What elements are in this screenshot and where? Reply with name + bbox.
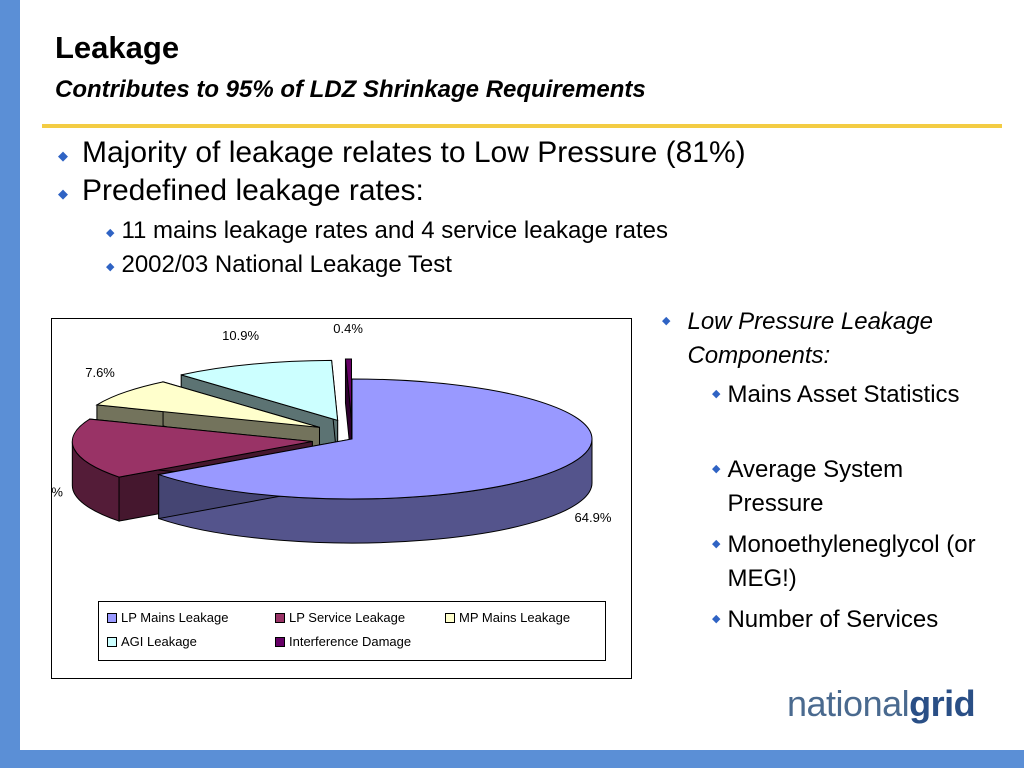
right-item-2-text: Average System Pressure <box>727 456 904 517</box>
sub-bullet-1: ◆ 11 mains leakage rates and 4 service l… <box>106 217 668 245</box>
logo-text-national: national <box>787 683 910 724</box>
legend-item: LP Service Leakage <box>275 610 405 625</box>
bullet-1-text: Majority of leakage relates to Low Press… <box>82 136 746 169</box>
pie-data-label: 7.6% <box>85 365 115 380</box>
sub-bullet-2: ◆ 2002/03 National Leakage Test <box>106 251 452 279</box>
title-divider <box>42 124 1002 128</box>
legend-label: LP Mains Leakage <box>121 610 229 625</box>
diamond-bullet-icon: ◆ <box>58 186 68 201</box>
logo-text-grid: grid <box>909 683 976 724</box>
pie-slice-top <box>181 359 339 422</box>
pie-data-label: 10.9% <box>222 328 259 343</box>
left-accent-bar <box>0 0 20 768</box>
pie-slice <box>344 358 352 464</box>
slide-subtitle: Contributes to 95% of LDZ Shrinkage Requ… <box>55 76 646 103</box>
pie-chart: 64.9% 16.2% 7.6% 10.9% 0.4% <box>52 321 612 544</box>
diamond-bullet-icon: ◆ <box>712 538 721 550</box>
legend-swatch <box>107 636 117 647</box>
right-item-1-text: Mains Asset Statistics <box>727 381 960 408</box>
chart-legend: LP Mains Leakage LP Service Leakage MP M… <box>98 601 606 661</box>
diamond-bullet-icon: ◆ <box>712 463 721 475</box>
right-heading-text: Low Pressure Leakage Components: <box>687 308 933 369</box>
bullet-2-text: Predefined leakage rates: <box>82 174 424 207</box>
right-heading: ◆ Low Pressure Leakage Components: <box>662 305 992 372</box>
bullet-1: ◆ Majority of leakage relates to Low Pre… <box>58 136 746 170</box>
pie-slice-top <box>95 381 320 428</box>
legend-swatch <box>445 612 455 623</box>
legend-item: Interference Damage <box>275 634 411 649</box>
legend-swatch <box>275 612 285 623</box>
pie-slice-top <box>344 358 352 420</box>
pie-chart-frame: 64.9% 16.2% 7.6% 10.9% 0.4% LP Mains Leakage… <box>51 318 632 679</box>
legend-item: MP Mains Leakage <box>445 610 570 625</box>
legend-label: MP Mains Leakage <box>459 610 571 625</box>
pie-data-label: 16.2% <box>52 484 63 499</box>
diamond-bullet-icon: ◆ <box>712 388 721 400</box>
pie-data-label: 0.4% <box>333 321 363 336</box>
legend-item: AGI Leakage <box>107 634 197 649</box>
legend-label: Interference Damage <box>289 634 412 649</box>
legend-label: AGI Leakage <box>121 634 197 649</box>
diamond-bullet-icon: ◆ <box>58 148 68 163</box>
bottom-accent-bar <box>0 750 1024 768</box>
right-item-3: ◆ Monoethyleneglycol (or MEG!) <box>712 528 1002 595</box>
right-item-3-text: Monoethyleneglycol (or MEG!) <box>727 531 976 592</box>
right-item-4-text: Number of Services <box>727 606 939 633</box>
pie-data-label: 64.9% <box>575 510 612 525</box>
sub-bullet-1-text: 11 mains leakage rates and 4 service lea… <box>121 217 669 244</box>
pie-slice <box>156 378 593 544</box>
pie-slice-top <box>156 378 593 500</box>
national-grid-logo: nationalgrid <box>787 683 976 725</box>
legend-label: LP Service Leakage <box>289 610 406 625</box>
diamond-bullet-icon: ◆ <box>662 315 671 327</box>
legend-item: LP Mains Leakage <box>107 610 228 625</box>
pie-slice-top <box>71 418 313 478</box>
legend-swatch <box>107 612 117 623</box>
legend-swatch <box>275 636 285 647</box>
right-item-2: ◆ Average System Pressure <box>712 453 1002 520</box>
slide-title: Leakage <box>55 30 180 65</box>
right-item-1: ◆ Mains Asset Statistics <box>712 378 1002 412</box>
right-item-4: ◆ Number of Services <box>712 603 1002 637</box>
diamond-bullet-icon: ◆ <box>712 613 721 625</box>
diamond-bullet-icon: ◆ <box>106 261 115 273</box>
bullet-2: ◆ Predefined leakage rates: <box>58 174 424 208</box>
sub-bullet-2-text: 2002/03 National Leakage Test <box>121 251 452 278</box>
diamond-bullet-icon: ◆ <box>106 227 115 239</box>
